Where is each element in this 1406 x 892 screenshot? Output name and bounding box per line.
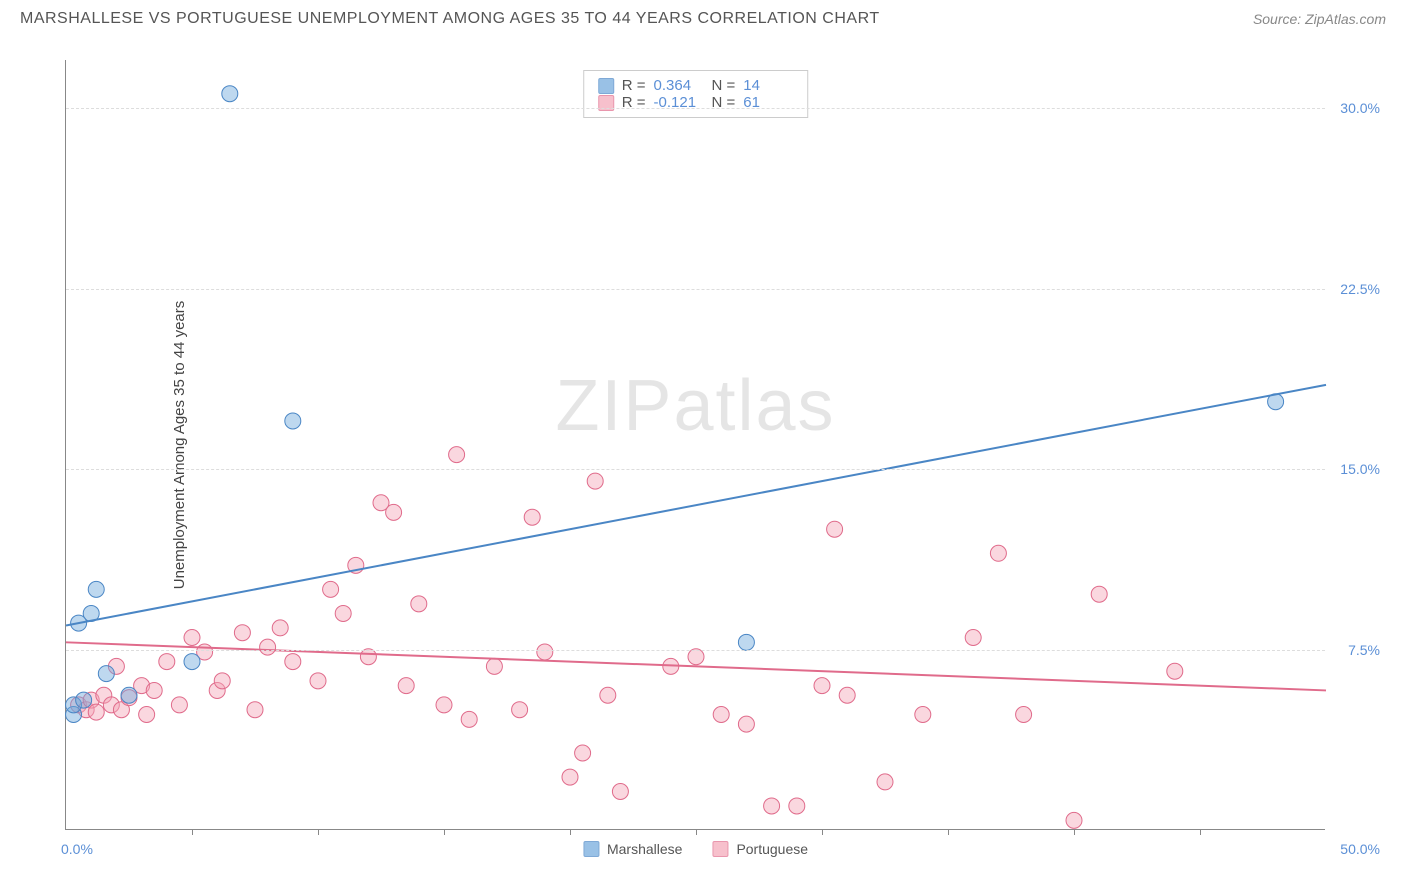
x-tick	[444, 829, 445, 835]
data-point	[738, 716, 754, 732]
x-tick	[570, 829, 571, 835]
data-point	[537, 644, 553, 660]
data-point	[990, 545, 1006, 561]
data-point	[222, 86, 238, 102]
correlation-legend: R = 0.364 N = 14 R = -0.121 N = 61	[583, 70, 809, 118]
series-legend: Marshallese Portuguese	[583, 841, 808, 857]
data-point	[146, 682, 162, 698]
data-point	[76, 692, 92, 708]
data-point	[713, 707, 729, 723]
data-point	[827, 521, 843, 537]
data-point	[285, 413, 301, 429]
swatch-icon	[583, 841, 599, 857]
y-tick-label: 22.5%	[1340, 281, 1380, 297]
y-tick-label: 7.5%	[1348, 642, 1380, 658]
y-tick-label: 30.0%	[1340, 100, 1380, 116]
data-point	[335, 605, 351, 621]
data-point	[764, 798, 780, 814]
data-point	[738, 634, 754, 650]
data-point	[272, 620, 288, 636]
x-tick	[192, 829, 193, 835]
data-point	[184, 630, 200, 646]
data-point	[234, 625, 250, 641]
data-point	[839, 687, 855, 703]
data-point	[1167, 663, 1183, 679]
data-point	[562, 769, 578, 785]
trend-line	[66, 385, 1326, 626]
data-point	[915, 707, 931, 723]
data-point	[139, 707, 155, 723]
grid-line	[66, 469, 1325, 470]
legend-item-portuguese: Portuguese	[712, 841, 808, 857]
data-point	[214, 673, 230, 689]
page-title: MARSHALLESE VS PORTUGUESE UNEMPLOYMENT A…	[20, 10, 880, 28]
data-point	[1091, 586, 1107, 602]
grid-line	[66, 108, 1325, 109]
data-point	[98, 666, 114, 682]
legend-item-marshallese: Marshallese	[583, 841, 682, 857]
plot-area: ZIPatlas R = 0.364 N = 14 R = -0.121 N =…	[65, 60, 1325, 830]
data-point	[965, 630, 981, 646]
data-point	[587, 473, 603, 489]
data-point	[688, 649, 704, 665]
data-point	[159, 654, 175, 670]
data-point	[88, 581, 104, 597]
data-point	[398, 678, 414, 694]
data-point	[260, 639, 276, 655]
data-point	[612, 784, 628, 800]
data-point	[323, 581, 339, 597]
data-point	[524, 509, 540, 525]
grid-line	[66, 650, 1325, 651]
scatter-plot-svg	[66, 60, 1325, 829]
data-point	[486, 658, 502, 674]
data-point	[360, 649, 376, 665]
data-point	[449, 447, 465, 463]
data-point	[814, 678, 830, 694]
x-tick	[318, 829, 319, 835]
data-point	[461, 711, 477, 727]
data-point	[877, 774, 893, 790]
data-point	[184, 654, 200, 670]
data-point	[121, 687, 137, 703]
x-tick	[822, 829, 823, 835]
data-point	[171, 697, 187, 713]
x-axis-max-label: 50.0%	[1340, 841, 1380, 857]
data-point	[1066, 812, 1082, 828]
data-point	[789, 798, 805, 814]
swatch-icon	[712, 841, 728, 857]
swatch-icon	[598, 78, 614, 94]
grid-line	[66, 289, 1325, 290]
data-point	[88, 704, 104, 720]
data-point	[386, 504, 402, 520]
data-point	[285, 654, 301, 670]
x-axis-min-label: 0.0%	[61, 841, 93, 857]
data-point	[436, 697, 452, 713]
legend-row-marshallese: R = 0.364 N = 14	[598, 77, 794, 94]
data-point	[411, 596, 427, 612]
x-tick	[696, 829, 697, 835]
data-point	[310, 673, 326, 689]
x-tick	[1074, 829, 1075, 835]
data-point	[1016, 707, 1032, 723]
x-tick	[948, 829, 949, 835]
x-tick	[1200, 829, 1201, 835]
data-point	[247, 702, 263, 718]
source-attribution: Source: ZipAtlas.com	[1253, 11, 1386, 27]
y-tick-label: 15.0%	[1340, 461, 1380, 477]
data-point	[600, 687, 616, 703]
correlation-chart: Unemployment Among Ages 35 to 44 years Z…	[50, 50, 1380, 840]
data-point	[512, 702, 528, 718]
data-point	[575, 745, 591, 761]
